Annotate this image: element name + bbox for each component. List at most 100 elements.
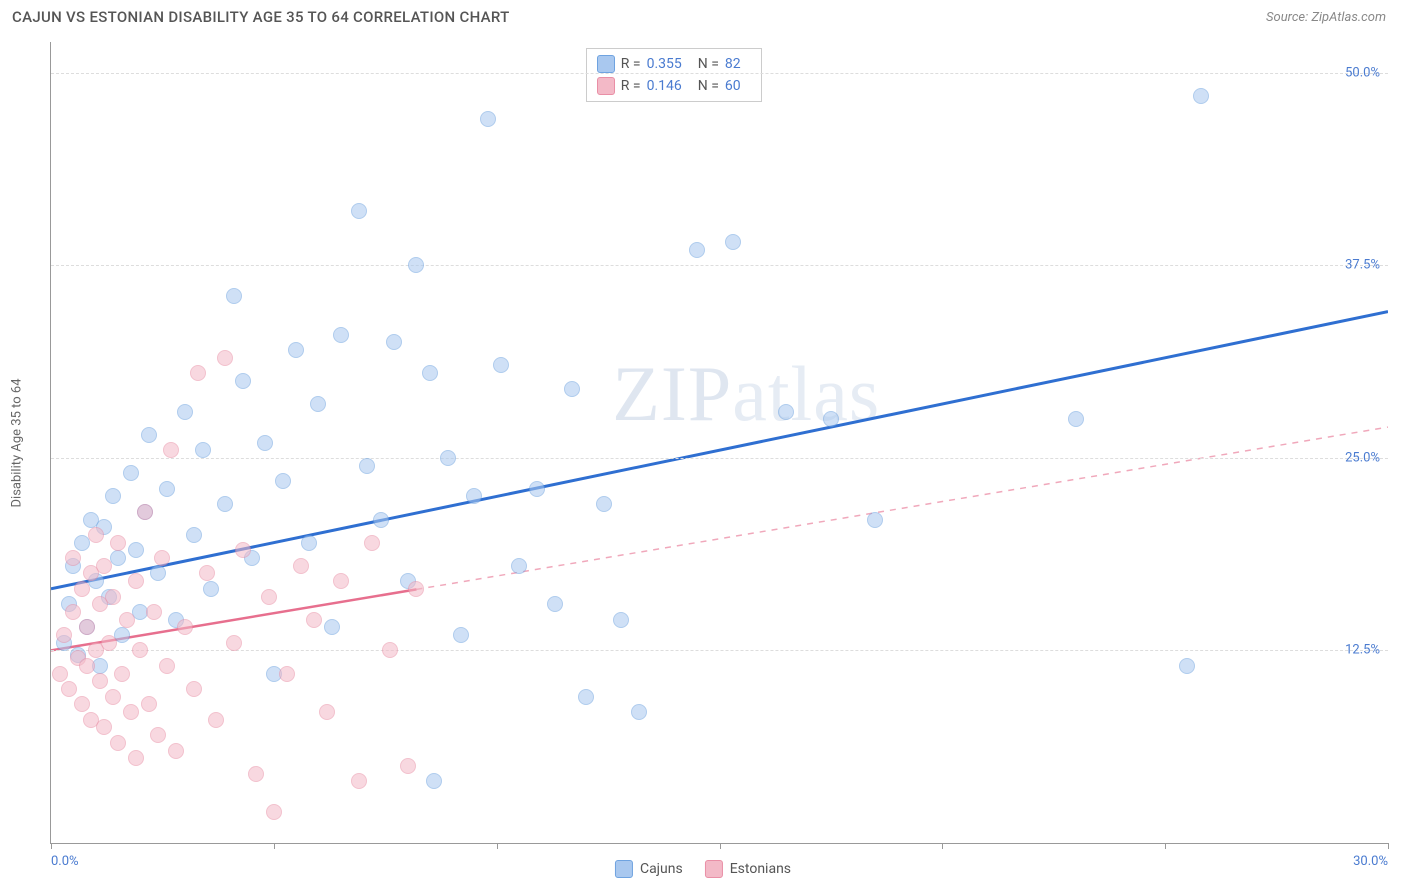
r-value: 0.146	[647, 78, 682, 94]
data-point	[186, 681, 202, 697]
data-point	[275, 473, 291, 489]
data-point	[74, 581, 90, 597]
data-point	[386, 334, 402, 350]
data-point	[248, 766, 264, 782]
x-tick	[942, 843, 943, 849]
data-point	[466, 488, 482, 504]
data-point	[101, 635, 117, 651]
data-point	[217, 350, 233, 366]
data-point	[74, 696, 90, 712]
x-tick	[274, 843, 275, 849]
data-point	[199, 565, 215, 581]
legend-swatch	[597, 55, 615, 73]
chart-header: CAJUN VS ESTONIAN DISABILITY AGE 35 TO 6…	[0, 0, 1406, 34]
data-point	[778, 404, 794, 420]
n-label: N =	[698, 78, 719, 94]
data-point	[351, 203, 367, 219]
data-point	[689, 242, 705, 258]
data-point	[128, 573, 144, 589]
data-point	[159, 658, 175, 674]
legend-stat-row: R =0.355N =82	[597, 53, 751, 75]
data-point	[114, 666, 130, 682]
y-tick-label: 50.0%	[1345, 65, 1380, 80]
data-point	[823, 411, 839, 427]
data-point	[324, 619, 340, 635]
data-point	[631, 704, 647, 720]
data-point	[266, 804, 282, 820]
x-tick-label: 0.0%	[51, 854, 79, 869]
data-point	[480, 111, 496, 127]
chart-title: CAJUN VS ESTONIAN DISABILITY AGE 35 TO 6…	[12, 8, 510, 26]
data-point	[88, 527, 104, 543]
data-point	[351, 773, 367, 789]
n-value: 60	[725, 78, 741, 94]
data-point	[137, 504, 153, 520]
legend-label: Estonians	[730, 861, 791, 877]
data-point	[301, 535, 317, 551]
data-point	[725, 234, 741, 250]
watermark: ZIPatlas	[612, 349, 880, 439]
data-point	[141, 696, 157, 712]
y-tick-label: 12.5%	[1345, 643, 1380, 658]
data-point	[96, 719, 112, 735]
data-point	[359, 458, 375, 474]
data-point	[128, 542, 144, 558]
data-point	[257, 435, 273, 451]
x-tick	[1165, 843, 1166, 849]
data-point	[132, 642, 148, 658]
n-value: 82	[725, 56, 741, 72]
data-point	[261, 589, 277, 605]
data-point	[426, 773, 442, 789]
data-point	[123, 465, 139, 481]
data-point	[105, 589, 121, 605]
data-point	[163, 442, 179, 458]
scatter-chart: ZIPatlas Disability Age 35 to 64 R =0.35…	[50, 42, 1388, 844]
data-point	[440, 450, 456, 466]
data-point	[226, 288, 242, 304]
data-point	[105, 689, 121, 705]
data-point	[310, 396, 326, 412]
data-point	[79, 658, 95, 674]
data-point	[65, 550, 81, 566]
data-point	[186, 527, 202, 543]
data-point	[52, 666, 68, 682]
data-point	[319, 704, 335, 720]
r-label: R =	[621, 56, 641, 72]
data-point	[293, 558, 309, 574]
data-point	[177, 619, 193, 635]
data-point	[333, 573, 349, 589]
data-point	[529, 481, 545, 497]
data-point	[110, 735, 126, 751]
data-point	[61, 681, 77, 697]
data-point	[547, 596, 563, 612]
legend-swatch	[597, 77, 615, 95]
data-point	[177, 404, 193, 420]
data-point	[146, 604, 162, 620]
data-point	[203, 581, 219, 597]
legend-swatch	[615, 860, 633, 878]
legend-item: Estonians	[705, 860, 791, 878]
data-point	[159, 481, 175, 497]
x-tick	[497, 843, 498, 849]
data-point	[613, 612, 629, 628]
x-tick	[720, 843, 721, 849]
trend-lines	[51, 42, 1388, 843]
y-axis-label: Disability Age 35 to 64	[10, 378, 25, 507]
data-point	[408, 257, 424, 273]
legend-label: Cajuns	[640, 861, 683, 877]
data-point	[65, 604, 81, 620]
data-point	[279, 666, 295, 682]
data-point	[364, 535, 380, 551]
data-point	[511, 558, 527, 574]
data-point	[382, 642, 398, 658]
legend-swatch	[705, 860, 723, 878]
data-point	[288, 342, 304, 358]
r-label: R =	[621, 78, 641, 94]
data-point	[235, 373, 251, 389]
data-point	[150, 727, 166, 743]
data-point	[1068, 411, 1084, 427]
legend-item: Cajuns	[615, 860, 683, 878]
n-label: N =	[698, 56, 719, 72]
data-point	[190, 365, 206, 381]
data-point	[56, 627, 72, 643]
